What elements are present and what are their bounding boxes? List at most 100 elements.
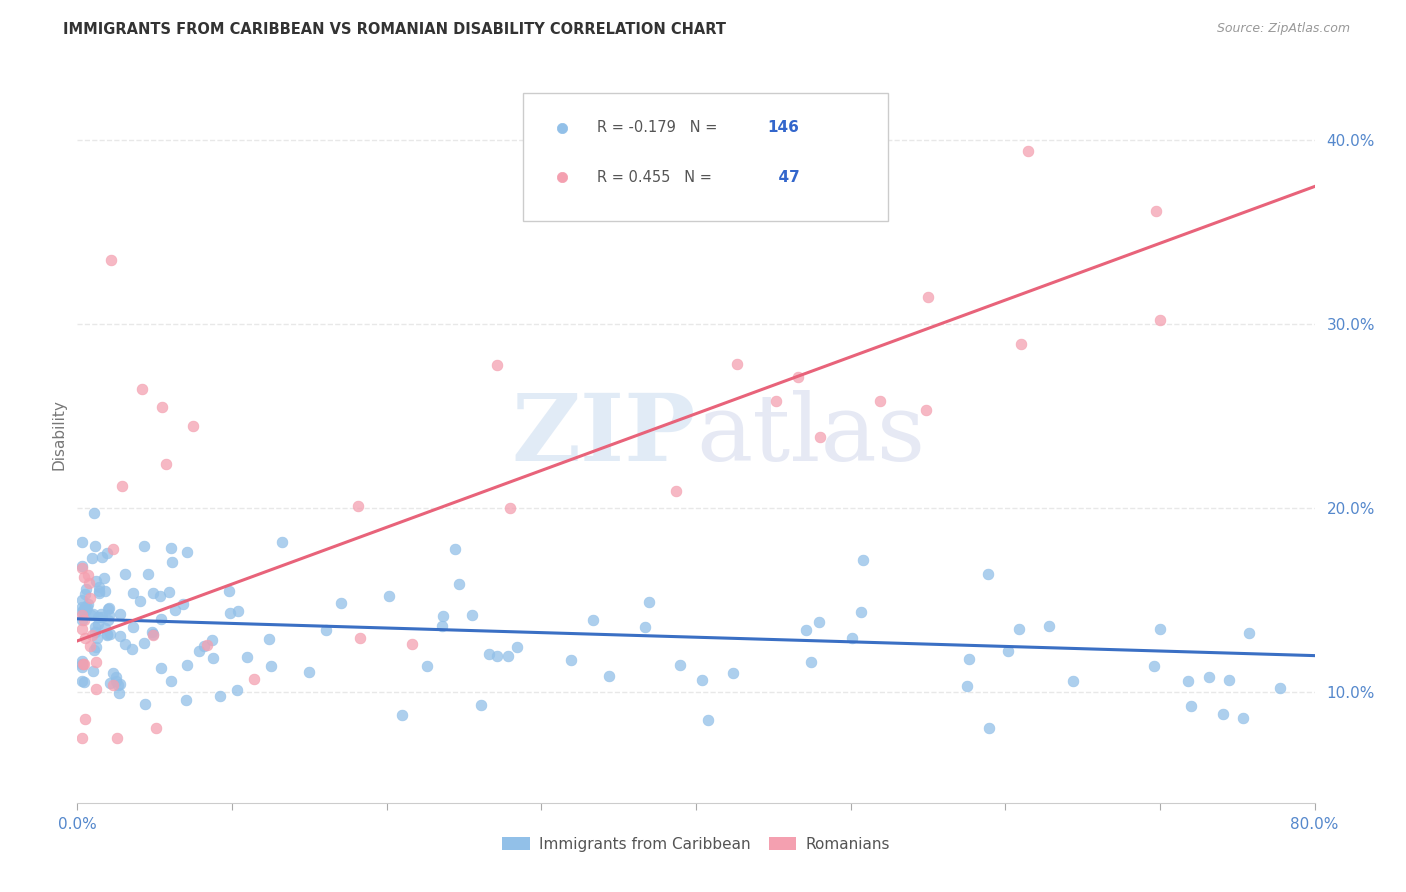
Point	[1218, 673, 1240, 688]
Point	[183, 418, 205, 433]
Legend: Immigrants from Caribbean, Romanians: Immigrants from Caribbean, Romanians	[496, 830, 896, 858]
Point	[869, 393, 891, 408]
Point	[1198, 670, 1220, 684]
Point	[134, 636, 156, 650]
Point	[218, 584, 240, 599]
Point	[432, 608, 454, 623]
Point	[1237, 626, 1260, 640]
Point	[449, 577, 471, 591]
Point	[160, 556, 183, 570]
Point	[218, 607, 240, 621]
Point	[98, 676, 121, 690]
Point	[97, 614, 120, 628]
Point	[1212, 706, 1234, 721]
Point	[725, 357, 748, 371]
Point	[851, 606, 873, 620]
Point	[176, 658, 198, 673]
Point	[84, 539, 107, 553]
Point	[72, 731, 94, 746]
Point	[105, 670, 128, 684]
FancyBboxPatch shape	[523, 93, 887, 221]
Point	[82, 607, 104, 621]
Point	[75, 599, 97, 614]
Point	[668, 658, 690, 673]
Point	[1149, 622, 1171, 636]
Point	[696, 713, 718, 727]
Point	[1017, 144, 1039, 158]
Point	[172, 597, 194, 611]
Point	[101, 542, 124, 557]
Text: atlas: atlas	[696, 390, 925, 480]
Point	[70, 535, 93, 549]
Point	[349, 631, 371, 645]
Point	[70, 600, 93, 615]
Point	[97, 601, 120, 615]
Point	[598, 668, 620, 682]
Y-axis label: Disability: Disability	[51, 400, 66, 470]
Point	[957, 651, 980, 665]
Point	[70, 607, 93, 622]
Point	[87, 580, 110, 594]
Point	[145, 721, 167, 735]
Point	[155, 458, 177, 472]
Text: Source: ZipAtlas.com: Source: ZipAtlas.com	[1216, 22, 1350, 36]
Point	[79, 639, 101, 653]
Point	[131, 382, 153, 396]
Point	[70, 593, 93, 607]
Point	[98, 601, 121, 615]
Point	[86, 574, 108, 588]
Point	[108, 607, 131, 621]
Point	[1038, 619, 1060, 633]
Point	[977, 567, 1000, 582]
Point	[101, 665, 124, 680]
Point	[84, 640, 107, 655]
Point	[114, 637, 136, 651]
Point	[977, 721, 1000, 735]
Point	[142, 586, 165, 600]
Point	[141, 625, 163, 640]
Point	[1146, 204, 1168, 219]
Text: R = 0.455   N =: R = 0.455 N =	[598, 169, 717, 185]
Point	[75, 582, 97, 597]
Point	[83, 625, 105, 640]
Point	[91, 610, 114, 624]
Point	[149, 612, 172, 626]
Text: IMMIGRANTS FROM CARIBBEAN VS ROMANIAN DISABILITY CORRELATION CHART: IMMIGRANTS FROM CARIBBEAN VS ROMANIAN DI…	[63, 22, 727, 37]
Point	[94, 621, 117, 635]
Text: R = -0.179   N =: R = -0.179 N =	[598, 120, 723, 136]
Text: 146: 146	[768, 120, 800, 136]
Point	[149, 590, 172, 604]
Point	[787, 370, 810, 384]
Point	[70, 613, 93, 627]
Point	[1177, 673, 1199, 688]
Point	[150, 661, 173, 675]
Point	[765, 393, 787, 408]
Point	[917, 290, 939, 304]
Point	[243, 672, 266, 686]
Point	[347, 499, 370, 513]
Point	[470, 698, 492, 712]
Point	[73, 587, 96, 601]
Point	[73, 674, 96, 689]
Point	[82, 628, 104, 642]
Point	[73, 713, 96, 727]
Point	[478, 647, 501, 661]
Point	[1008, 623, 1031, 637]
Point	[690, 673, 713, 688]
Point	[79, 575, 101, 590]
Point	[259, 632, 281, 647]
Point	[76, 599, 98, 614]
Point	[665, 483, 688, 498]
Point	[90, 549, 112, 564]
Point	[160, 541, 183, 555]
Point	[70, 559, 93, 574]
Point	[70, 605, 93, 619]
Point	[105, 731, 128, 746]
Point	[956, 679, 979, 693]
Point	[72, 654, 94, 668]
Point	[315, 623, 337, 637]
Point	[73, 570, 96, 584]
Point	[496, 648, 519, 663]
Point	[72, 613, 94, 627]
Point	[83, 620, 105, 634]
